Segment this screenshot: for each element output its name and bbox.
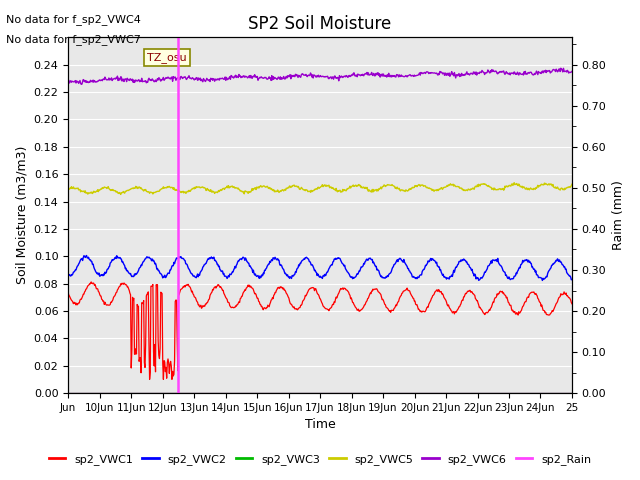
Text: No data for f_sp2_VWC4: No data for f_sp2_VWC4 [6, 14, 141, 25]
Text: No data for f_sp2_VWC7: No data for f_sp2_VWC7 [6, 34, 141, 45]
Legend: sp2_VWC1, sp2_VWC2, sp2_VWC3, sp2_VWC5, sp2_VWC6, sp2_Rain: sp2_VWC1, sp2_VWC2, sp2_VWC3, sp2_VWC5, … [44, 450, 596, 469]
Y-axis label: Soil Moisture (m3/m3): Soil Moisture (m3/m3) [15, 146, 28, 285]
Text: TZ_osu: TZ_osu [147, 52, 186, 63]
Y-axis label: Raim (mm): Raim (mm) [612, 180, 625, 250]
Title: SP2 Soil Moisture: SP2 Soil Moisture [248, 15, 392, 33]
X-axis label: Time: Time [305, 419, 335, 432]
